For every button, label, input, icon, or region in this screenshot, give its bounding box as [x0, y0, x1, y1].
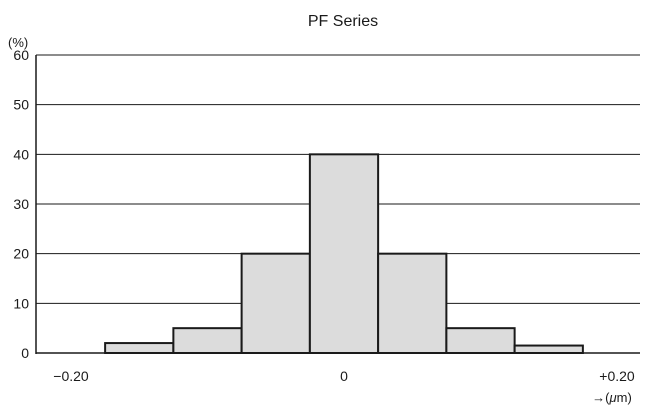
- y-tick-labels: 0 10 20 30 40 50 60: [13, 47, 29, 361]
- histogram-bar: [377, 252, 448, 355]
- x-tick-labels: −0.20 0 +0.20: [53, 368, 635, 384]
- y-tick-label: 60: [13, 47, 29, 63]
- axes: [35, 55, 640, 354]
- y-tick-label: 0: [21, 345, 29, 361]
- histogram-bar: [308, 153, 380, 354]
- y-axis-unit-label: (%): [8, 35, 28, 50]
- x-tick-label: 0: [340, 368, 348, 384]
- x-tick-label: −0.20: [53, 368, 89, 384]
- bars: [104, 153, 584, 355]
- y-tick-label: 30: [13, 196, 29, 212]
- histogram-bar: [104, 342, 175, 355]
- chart-title: PF Series: [308, 13, 378, 30]
- y-tick-label: 10: [13, 295, 29, 311]
- y-tick-label: 20: [13, 246, 29, 262]
- x-tick-label: +0.20: [599, 368, 635, 384]
- histogram-bar: [240, 252, 311, 355]
- y-tick-label: 50: [13, 97, 29, 113]
- y-tick-label: 40: [13, 146, 29, 162]
- histogram-bar: [513, 344, 584, 354]
- x-axis-unit-label: →(μm): [592, 390, 632, 405]
- histogram-bar: [172, 327, 243, 354]
- histogram-bar: [445, 327, 516, 354]
